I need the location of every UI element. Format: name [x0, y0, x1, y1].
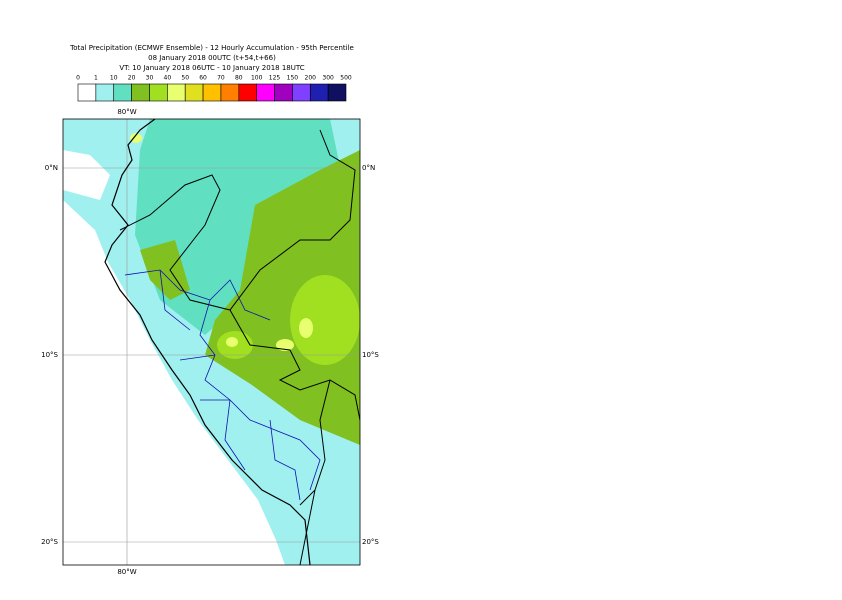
legend-label: 150	[287, 75, 299, 82]
department-border	[124, 269, 321, 501]
precip-10	[135, 119, 345, 335]
legend-label: 10	[110, 75, 118, 82]
lon-label: 80°W	[117, 108, 136, 116]
legend-swatch	[327, 83, 347, 102]
precip-40	[226, 337, 238, 347]
legend-swatch	[95, 83, 115, 102]
dry-ocean	[63, 150, 110, 200]
legend-label: 300	[322, 75, 334, 82]
lat-label: 20°S	[41, 538, 58, 546]
title-line: 08 January 2018 00UTC (t+54,t+66)	[148, 54, 276, 62]
legend-swatch	[77, 83, 97, 102]
legend-label: 30	[146, 75, 154, 82]
legend-swatch	[184, 83, 204, 102]
legend-swatch	[113, 83, 132, 102]
legend-label: 50	[181, 75, 189, 82]
legend-swatch	[202, 83, 222, 102]
map-frame	[62, 118, 361, 566]
legend-swatch	[292, 83, 311, 102]
legend-label: 80	[235, 75, 243, 82]
legend-label: 70	[217, 75, 225, 82]
legend-swatch	[274, 83, 293, 102]
legend-swatch	[256, 83, 275, 102]
lat-label: 10°S	[41, 351, 58, 359]
map: 80°W 80°W 0°N 0°N 10°S 10°S 20°S 20°S	[41, 108, 379, 576]
coastline	[104, 119, 311, 565]
legend-label: 1	[94, 75, 98, 82]
precip-40	[299, 318, 313, 338]
lon-label: 80°W	[117, 568, 136, 576]
legend-swatch	[238, 83, 257, 102]
legend-swatch	[167, 83, 186, 102]
precip-40	[130, 133, 142, 143]
legend-label: 40	[164, 75, 172, 82]
legend-swatch	[309, 83, 329, 102]
precip-40	[276, 339, 294, 351]
precip-20	[140, 240, 190, 300]
legend-label: 0	[76, 75, 80, 82]
precip-30	[290, 275, 360, 365]
title-line: VT: 10 January 2018 06UTC - 10 January 2…	[119, 64, 304, 72]
legend-label: 125	[269, 75, 281, 82]
legend-label: 20	[128, 75, 136, 82]
legend-label: 500	[340, 75, 352, 82]
country-border	[119, 129, 360, 565]
lat-label: 10°S	[362, 351, 379, 359]
precip-20	[205, 150, 360, 445]
lat-label: 0°N	[362, 164, 375, 172]
legend-label: 200	[305, 75, 317, 82]
legend-swatch	[220, 83, 240, 102]
legend-swatch	[131, 83, 150, 102]
lat-label: 20°S	[362, 538, 379, 546]
legend-label: 60	[199, 75, 207, 82]
legend-swatch	[149, 83, 168, 102]
dry-ocean	[63, 200, 285, 565]
title-line: Total Precipitation (ECMWF Ensemble) - 1…	[69, 44, 354, 52]
legend-label: 100	[251, 75, 263, 82]
lat-label: 0°N	[45, 164, 58, 172]
